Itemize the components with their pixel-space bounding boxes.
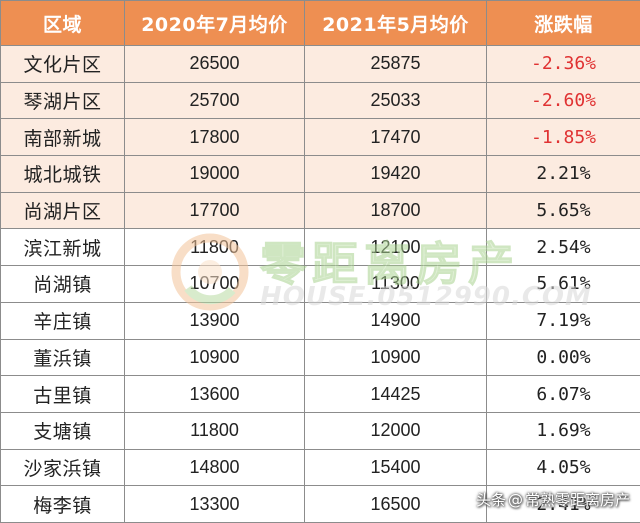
- price-2021-05-cell: 12000: [305, 412, 487, 449]
- change-cell: 4.05%: [487, 449, 640, 486]
- price-2021-05-cell: 14425: [305, 376, 487, 413]
- credit-at: @: [508, 491, 523, 509]
- change-cell: 0.00%: [487, 339, 640, 376]
- header-price-2021-05: 2021年5月均价: [305, 1, 487, 46]
- region-cell: 辛庄镇: [1, 302, 125, 339]
- price-2020-07-cell: 13900: [125, 302, 305, 339]
- change-cell: 5.61%: [487, 266, 640, 303]
- region-cell: 支塘镇: [1, 412, 125, 449]
- price-2021-05-cell: 14900: [305, 302, 487, 339]
- change-cell: -2.60%: [487, 82, 640, 119]
- region-cell: 南部新城: [1, 119, 125, 156]
- price-2021-05-cell: 10900: [305, 339, 487, 376]
- change-cell: 5.65%: [487, 192, 640, 229]
- footer-credit: 头条@常熟零距离房产: [476, 489, 630, 510]
- region-cell: 沙家浜镇: [1, 449, 125, 486]
- region-cell: 董浜镇: [1, 339, 125, 376]
- price-2021-05-cell: 11300: [305, 266, 487, 303]
- price-2020-07-cell: 14800: [125, 449, 305, 486]
- header-region: 区域: [1, 1, 125, 46]
- price-2021-05-cell: 15400: [305, 449, 487, 486]
- table-header: 区域 2020年7月均价 2021年5月均价 涨跌幅: [1, 1, 640, 46]
- region-cell: 琴湖片区: [1, 82, 125, 119]
- change-cell: -1.85%: [487, 119, 640, 156]
- price-2020-07-cell: 13600: [125, 376, 305, 413]
- price-2020-07-cell: 11800: [125, 229, 305, 266]
- price-2020-07-cell: 10900: [125, 339, 305, 376]
- credit-prefix: 头条: [476, 491, 506, 509]
- change-cell: 2.21%: [487, 156, 640, 193]
- change-cell: 1.69%: [487, 412, 640, 449]
- price-2020-07-cell: 13300: [125, 486, 305, 523]
- price-2020-07-cell: 11800: [125, 412, 305, 449]
- price-2020-07-cell: 25700: [125, 82, 305, 119]
- region-cell: 城北城铁: [1, 156, 125, 193]
- region-cell: 滨江新城: [1, 229, 125, 266]
- price-2020-07-cell: 17800: [125, 119, 305, 156]
- credit-account: 常熟零距离房产: [525, 491, 630, 509]
- price-2021-05-cell: 25875: [305, 46, 487, 83]
- price-2020-07-cell: 17700: [125, 192, 305, 229]
- price-2021-05-cell: 18700: [305, 192, 487, 229]
- region-cell: 梅李镇: [1, 486, 125, 523]
- region-cell: 尚湖片区: [1, 192, 125, 229]
- price-2021-05-cell: 25033: [305, 82, 487, 119]
- region-cell: 尚湖镇: [1, 266, 125, 303]
- price-2020-07-cell: 19000: [125, 156, 305, 193]
- change-cell: -2.36%: [487, 46, 640, 83]
- price-2020-07-cell: 10700: [125, 266, 305, 303]
- region-cell: 文化片区: [1, 46, 125, 83]
- price-2021-05-cell: 19420: [305, 156, 487, 193]
- change-cell: 7.19%: [487, 302, 640, 339]
- change-cell: 2.54%: [487, 229, 640, 266]
- header-row: 区域 2020年7月均价 2021年5月均价 涨跌幅: [1, 1, 640, 46]
- price-2021-05-cell: 16500: [305, 486, 487, 523]
- price-2020-07-cell: 26500: [125, 46, 305, 83]
- header-change: 涨跌幅: [487, 1, 640, 46]
- price-2021-05-cell: 12100: [305, 229, 487, 266]
- header-price-2020-07: 2020年7月均价: [125, 1, 305, 46]
- price-2021-05-cell: 17470: [305, 119, 487, 156]
- region-cell: 古里镇: [1, 376, 125, 413]
- change-cell: 6.07%: [487, 376, 640, 413]
